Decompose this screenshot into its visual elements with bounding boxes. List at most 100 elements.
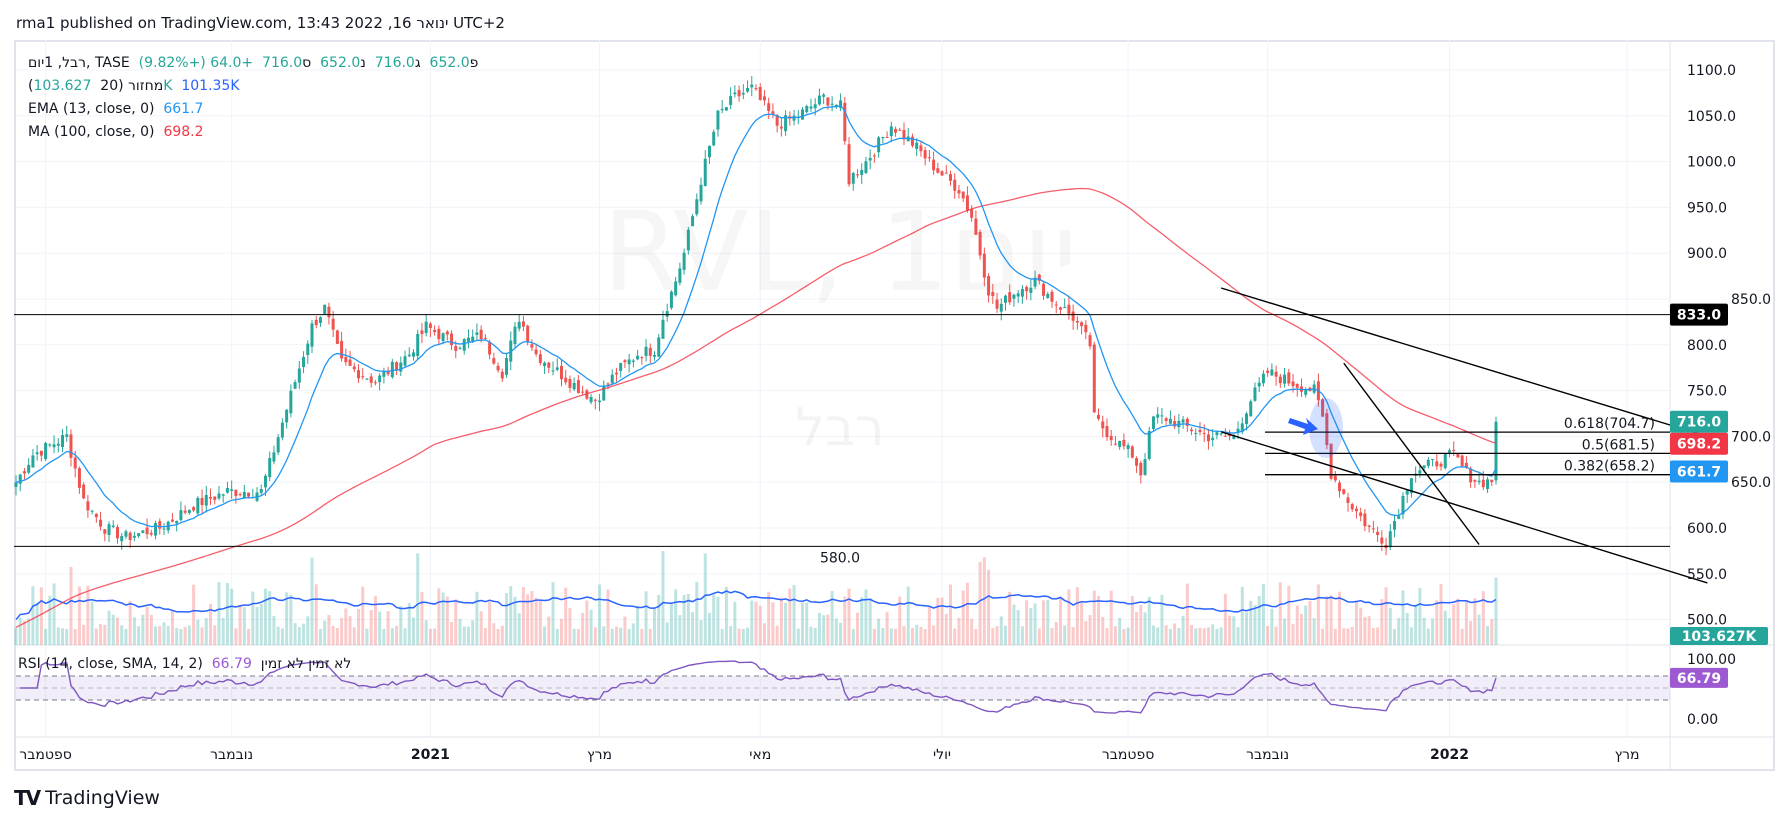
volume-bar <box>86 585 90 645</box>
candle <box>767 103 771 112</box>
volume-bar <box>737 628 741 645</box>
candle <box>1003 295 1007 303</box>
volume-bar <box>898 596 902 645</box>
volume-bar <box>1329 595 1333 645</box>
volume-bar <box>213 625 217 645</box>
candle <box>648 347 652 356</box>
volume-ma-value: 101.35K <box>181 78 240 94</box>
volume-bar <box>225 582 229 645</box>
candle <box>1219 433 1223 435</box>
legend-ema-row[interactable]: EMA (13, close, 0) 661.7 <box>28 98 478 121</box>
volume-bar <box>14 627 18 645</box>
volume-bar <box>932 625 936 645</box>
legend-volume-row[interactable]: (מחזור (20 103.627K 101.35K <box>28 75 478 98</box>
candle <box>1338 482 1342 492</box>
candle <box>678 268 682 283</box>
legend-symbol[interactable]: רבל, 1יום <box>28 55 87 71</box>
price-tick: 800.0 <box>1687 338 1727 354</box>
volume-bar <box>90 601 94 645</box>
volume-bar <box>788 588 792 645</box>
candle <box>238 494 242 496</box>
volume-bar <box>403 628 407 645</box>
volume-bar <box>1088 615 1092 645</box>
volume-bar <box>128 600 132 645</box>
time-tick: 2021 <box>411 747 450 763</box>
volume-bar <box>589 609 593 645</box>
open-value: 652.0 <box>429 55 470 71</box>
volume-bar <box>22 620 26 645</box>
candle <box>179 510 183 521</box>
candle <box>192 507 196 511</box>
volume-bar <box>255 606 259 645</box>
candle <box>399 362 403 372</box>
volume-bar <box>1460 628 1464 645</box>
volume-bar <box>1130 596 1134 645</box>
candle <box>217 493 221 499</box>
volume-bar <box>1350 626 1354 645</box>
volume-bar <box>390 628 394 645</box>
logo-text: TradingView <box>45 787 160 809</box>
volume-bar <box>65 628 69 645</box>
volume-bar <box>902 626 906 645</box>
candle <box>906 136 910 142</box>
candle <box>272 452 276 462</box>
horizontal-level-label: 580.0 <box>820 550 860 566</box>
candle <box>1329 443 1333 479</box>
volume-bar <box>944 613 948 645</box>
candle <box>631 360 635 362</box>
volume-bar <box>927 606 931 645</box>
fib-level-label: 0.5(681.5) <box>1582 437 1655 453</box>
volume-bar <box>1016 609 1020 645</box>
candle <box>340 340 344 359</box>
candle <box>200 497 204 506</box>
candle <box>974 218 978 235</box>
candle <box>775 115 779 126</box>
candle <box>923 150 927 159</box>
volume-bar <box>492 623 496 645</box>
volume-bar <box>1363 617 1367 645</box>
candle <box>22 471 26 474</box>
arrow-icon <box>1288 418 1318 435</box>
candle <box>936 168 940 173</box>
candle <box>196 497 200 514</box>
volume-bar <box>1033 603 1037 645</box>
volume-bar <box>1304 605 1308 645</box>
volume-bar <box>1469 620 1473 645</box>
volume-bar <box>73 628 77 645</box>
candle <box>593 399 597 401</box>
volume-bar <box>1354 600 1358 645</box>
volume-bar <box>1122 628 1126 645</box>
volume-bar <box>361 586 365 645</box>
volume-bar <box>1008 591 1012 645</box>
candle <box>847 144 851 185</box>
volume-bar <box>1054 621 1058 645</box>
rsi-legend[interactable]: RSI (14, close, SMA, 14, 2) 66.79 לא זמי… <box>18 656 351 672</box>
volume-bar <box>513 596 517 645</box>
candle <box>547 362 551 368</box>
volume-bar <box>179 628 183 645</box>
tradingview-logo[interactable]: TV TradingView <box>14 786 160 810</box>
candle <box>1130 446 1134 458</box>
candle <box>944 172 948 174</box>
volume-bar <box>1481 591 1485 645</box>
rsi-tag <box>1670 667 1728 688</box>
candle <box>1477 480 1481 483</box>
candle <box>792 115 796 121</box>
candle <box>855 174 859 176</box>
volume-bar <box>331 626 335 645</box>
candle <box>115 526 119 539</box>
candle <box>614 372 618 375</box>
volume-bar <box>1422 617 1426 645</box>
close-value: 716.0 <box>262 55 303 71</box>
candle <box>1464 462 1468 468</box>
candle <box>323 304 327 315</box>
volume-bar <box>1371 628 1375 645</box>
legend-ma-row[interactable]: MA (100, close, 0) 698.2 <box>28 121 478 144</box>
volume-bar <box>881 627 885 645</box>
candle <box>382 371 386 377</box>
candle <box>551 370 555 372</box>
candle <box>1088 335 1092 347</box>
volume-bar <box>864 589 868 645</box>
candle <box>395 362 399 371</box>
